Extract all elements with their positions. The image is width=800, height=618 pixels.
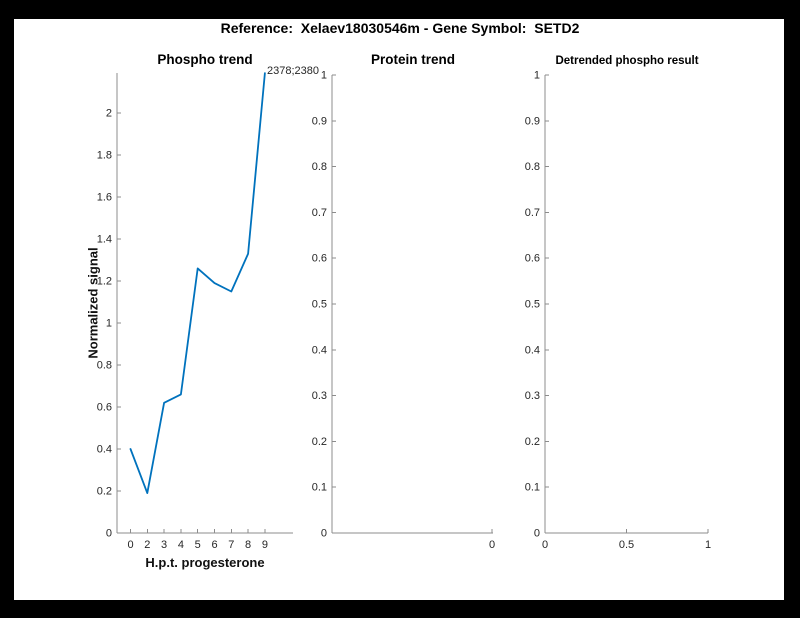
phospho-trend-title: Phospho trend (157, 52, 253, 67)
phospho-y-axis-label: Normalized signal (85, 247, 101, 359)
figure-title: Reference: Xelaev18030546m - Gene Symbol… (220, 20, 580, 36)
protein-trend-title: Protein trend (370, 52, 455, 67)
datatip-annotation: 2378;2380 (267, 65, 319, 77)
detrended-phospho-title: Detrended phospho result (555, 55, 699, 67)
figure-canvas (14, 19, 784, 600)
phospho-x-axis-label: H.p.t. progesterone (145, 555, 265, 570)
